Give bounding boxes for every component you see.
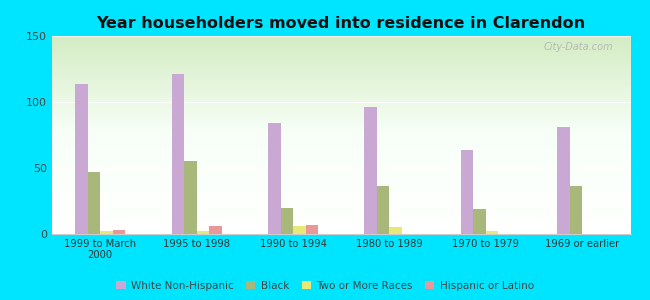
Bar xyxy=(100,231,112,234)
Bar xyxy=(557,127,570,234)
Bar xyxy=(293,226,306,234)
Bar xyxy=(196,231,209,234)
Bar xyxy=(209,226,222,234)
Bar xyxy=(306,225,318,234)
Bar xyxy=(473,209,486,234)
Legend: White Non-Hispanic, Black, Two or More Races, Hispanic or Latino: White Non-Hispanic, Black, Two or More R… xyxy=(112,277,538,295)
Bar xyxy=(88,172,100,234)
Bar xyxy=(461,149,473,234)
Bar xyxy=(268,123,281,234)
Bar xyxy=(184,161,196,234)
Bar xyxy=(281,208,293,234)
Bar xyxy=(377,187,389,234)
Bar xyxy=(389,227,402,234)
Bar xyxy=(75,83,88,234)
Bar xyxy=(486,231,499,234)
Title: Year householders moved into residence in Clarendon: Year householders moved into residence i… xyxy=(97,16,586,31)
Text: City-Data.com: City-Data.com xyxy=(543,42,613,52)
Bar xyxy=(172,74,184,234)
Bar xyxy=(112,230,125,234)
Bar xyxy=(365,107,377,234)
Bar xyxy=(570,187,582,234)
